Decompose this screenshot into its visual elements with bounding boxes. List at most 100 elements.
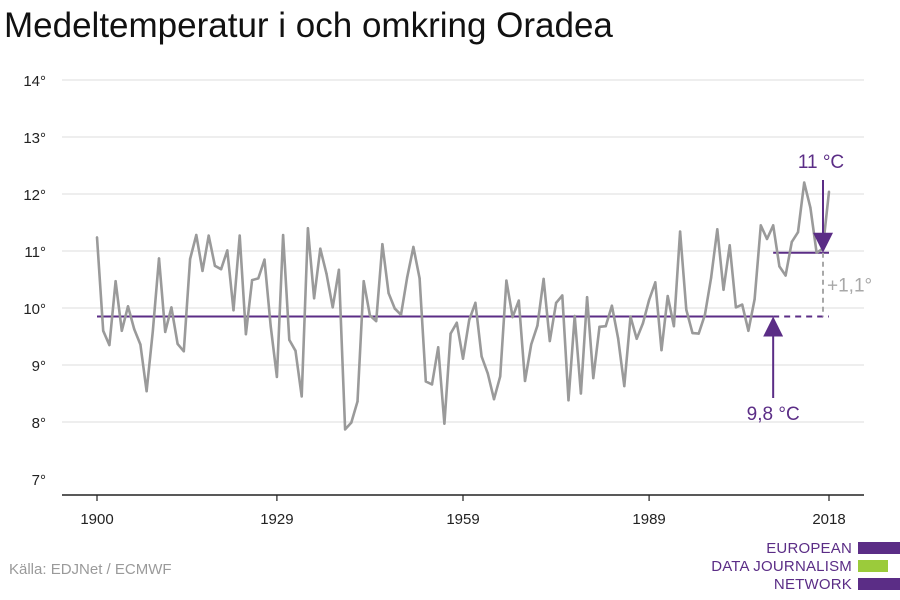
data-point	[145, 390, 148, 393]
data-point	[201, 269, 204, 273]
data-point	[337, 268, 341, 272]
data-point	[784, 274, 787, 277]
logo-bar	[858, 578, 900, 590]
data-point	[381, 242, 384, 246]
x-tick-label: 1929	[260, 511, 293, 528]
data-point	[244, 333, 248, 336]
data-point	[232, 309, 235, 312]
data-point	[623, 384, 626, 388]
data-point	[678, 230, 682, 233]
data-point	[734, 306, 738, 309]
y-tick-label: 12°	[23, 187, 46, 204]
data-point	[821, 247, 824, 250]
data-point	[827, 190, 831, 193]
data-point	[294, 349, 297, 352]
data-point	[740, 303, 744, 306]
gridlines	[62, 79, 864, 423]
data-point	[567, 399, 570, 402]
data-point	[257, 277, 260, 280]
data-point	[226, 249, 229, 252]
data-point	[288, 338, 291, 342]
data-point	[164, 330, 167, 334]
data-point	[424, 380, 427, 383]
data-point	[660, 348, 663, 352]
y-tick-label: 13°	[23, 130, 46, 147]
data-point	[492, 398, 496, 401]
data-point	[554, 301, 558, 305]
data-point	[120, 329, 124, 332]
data-point	[207, 234, 210, 237]
temperature-chart: 7° 8° 9° 10° 11° 12° 13° 14° 1900 1929 1959 1989 201…	[23, 73, 872, 528]
data-point	[759, 224, 762, 227]
data-point	[387, 291, 390, 295]
data-point	[356, 400, 359, 403]
data-point	[343, 428, 347, 431]
data-point	[753, 298, 756, 301]
data-point	[250, 278, 254, 282]
data-point	[511, 315, 514, 319]
data-point	[176, 342, 179, 346]
data-point	[468, 318, 471, 322]
data-point	[480, 355, 483, 358]
data-point	[238, 234, 241, 237]
annotations: +1,1° 11 °C 9,8 °C	[747, 152, 872, 425]
data-point	[709, 276, 713, 279]
data-point	[747, 329, 750, 332]
logo-line: EUROPEAN	[766, 540, 852, 557]
data-point	[114, 280, 117, 283]
data-point	[474, 301, 477, 305]
data-point	[691, 331, 694, 335]
y-tick-label: 10°	[23, 301, 46, 318]
data-point	[300, 395, 303, 398]
logo-bar	[858, 560, 888, 572]
data-point	[319, 247, 322, 250]
data-point	[523, 379, 527, 383]
logo-line: NETWORK	[773, 576, 852, 593]
data-point	[536, 324, 539, 327]
data-point	[449, 332, 452, 335]
data-point	[461, 357, 465, 360]
data-point	[170, 306, 173, 309]
data-point	[771, 224, 775, 227]
series	[95, 181, 831, 431]
data-point	[654, 281, 657, 284]
data-point	[647, 298, 651, 302]
baseline-average-label: 9,8 °C	[747, 404, 800, 425]
data-point	[722, 288, 725, 291]
y-tick-label: 14°	[23, 73, 46, 90]
data-point	[213, 264, 217, 268]
data-point	[263, 258, 266, 261]
data-point	[573, 314, 576, 318]
data-point	[195, 233, 198, 237]
data-point	[585, 295, 589, 299]
y-tick-label: 7°	[32, 472, 46, 489]
data-point	[592, 376, 595, 380]
data-point	[542, 277, 545, 281]
data-point	[561, 294, 564, 297]
data-point	[815, 251, 818, 254]
data-point	[281, 233, 285, 237]
difference-label: +1,1°	[827, 276, 872, 297]
data-point	[325, 272, 328, 275]
reference-lines	[97, 251, 829, 318]
data-point	[635, 337, 638, 340]
data-point	[598, 325, 601, 329]
data-point	[443, 422, 446, 425]
data-point	[685, 308, 688, 311]
y-tick-label: 9°	[32, 358, 46, 375]
data-point	[139, 343, 142, 346]
data-point	[505, 279, 508, 282]
x-tick-label: 1900	[80, 511, 113, 528]
data-point	[802, 181, 806, 184]
data-point	[393, 307, 396, 310]
x-tick-label: 2018	[812, 511, 845, 528]
data-point	[436, 346, 440, 349]
logo-bar	[858, 542, 900, 554]
data-point	[418, 277, 421, 280]
edjnet-logo: EUROPEAN DATA JOURNALISM NETWORK	[706, 540, 900, 596]
chart-title: Medeltemperatur i och omkring Oradea	[4, 6, 613, 45]
temperature-series-line	[95, 181, 831, 431]
data-point	[517, 299, 521, 302]
data-point	[610, 304, 614, 307]
logo-line: DATA JOURNALISM	[711, 558, 852, 575]
